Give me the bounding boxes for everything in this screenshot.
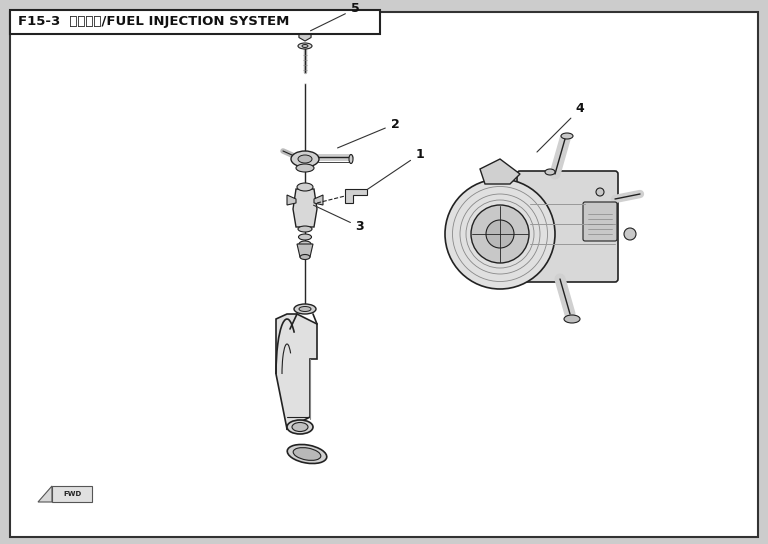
- Text: 2: 2: [338, 118, 399, 148]
- FancyBboxPatch shape: [52, 486, 92, 502]
- Ellipse shape: [300, 255, 310, 259]
- Text: 4: 4: [537, 102, 584, 152]
- Polygon shape: [314, 195, 323, 205]
- Ellipse shape: [298, 155, 312, 163]
- Ellipse shape: [545, 169, 555, 175]
- Ellipse shape: [624, 228, 636, 240]
- Ellipse shape: [561, 133, 573, 139]
- Ellipse shape: [296, 164, 314, 172]
- Ellipse shape: [291, 151, 319, 167]
- Ellipse shape: [298, 226, 312, 232]
- Ellipse shape: [299, 234, 312, 240]
- Polygon shape: [293, 189, 317, 227]
- Polygon shape: [38, 486, 52, 502]
- Ellipse shape: [445, 179, 555, 289]
- Ellipse shape: [302, 45, 308, 47]
- Ellipse shape: [292, 423, 308, 431]
- FancyBboxPatch shape: [10, 10, 380, 34]
- Ellipse shape: [287, 420, 313, 434]
- Polygon shape: [297, 244, 313, 257]
- FancyBboxPatch shape: [583, 202, 617, 241]
- Polygon shape: [276, 314, 317, 429]
- Ellipse shape: [349, 154, 353, 164]
- Ellipse shape: [287, 444, 326, 463]
- Polygon shape: [480, 159, 520, 184]
- Polygon shape: [287, 195, 296, 205]
- Text: 1: 1: [367, 147, 425, 189]
- Ellipse shape: [297, 183, 313, 191]
- Ellipse shape: [596, 188, 604, 196]
- Text: 3: 3: [313, 205, 364, 233]
- Ellipse shape: [486, 220, 514, 248]
- Text: 5: 5: [310, 3, 359, 31]
- Text: FWD: FWD: [63, 491, 81, 497]
- Ellipse shape: [564, 315, 580, 323]
- Ellipse shape: [293, 448, 321, 460]
- FancyBboxPatch shape: [517, 171, 618, 282]
- Ellipse shape: [471, 205, 529, 263]
- Polygon shape: [299, 27, 311, 41]
- Ellipse shape: [294, 304, 316, 314]
- Text: F15-3  喷油系统/FUEL INJECTION SYSTEM: F15-3 喷油系统/FUEL INJECTION SYSTEM: [18, 15, 290, 28]
- Ellipse shape: [299, 306, 311, 312]
- Ellipse shape: [298, 43, 312, 49]
- Ellipse shape: [299, 241, 311, 247]
- Polygon shape: [345, 189, 367, 203]
